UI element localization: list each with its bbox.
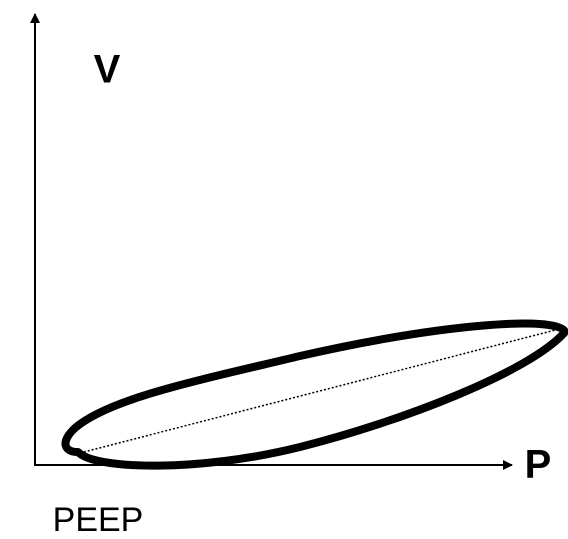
pv-loop — [61, 319, 568, 470]
compliance-line — [79, 327, 564, 454]
x-axis-label: P — [525, 443, 552, 487]
y-axis-label: V — [94, 48, 121, 92]
origin-label: PEEP — [53, 501, 144, 539]
